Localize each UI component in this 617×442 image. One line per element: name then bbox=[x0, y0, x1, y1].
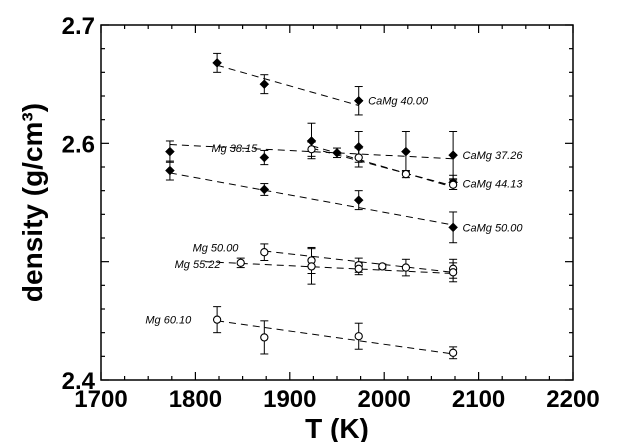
data-markers bbox=[165, 58, 458, 357]
plot-frame bbox=[100, 24, 574, 381]
y-tick-label: 2.6 bbox=[62, 131, 95, 158]
data-point-mg-60-10 bbox=[354, 332, 363, 341]
x-tick-label: 2000 bbox=[358, 386, 411, 413]
data-point-camg-40-00 bbox=[353, 95, 364, 106]
data-point-mg-55-22 bbox=[236, 258, 245, 267]
data-point-camg-37-26 bbox=[401, 146, 411, 157]
data-point-mg-55-22 bbox=[354, 264, 363, 273]
data-point-mg-60-10 bbox=[260, 333, 269, 342]
data-point-camg-37-26 bbox=[165, 146, 175, 157]
data-point-camg-37-26 bbox=[353, 142, 364, 152]
fit-lines bbox=[169, 64, 454, 355]
data-point-camg-44-13 bbox=[332, 147, 342, 158]
data-point-mg-60-10 bbox=[448, 348, 458, 357]
y-axis-title: density (g/cm³) bbox=[17, 103, 48, 302]
data-point-mg-55-22 bbox=[448, 268, 458, 277]
data-point-camg-40-00 bbox=[259, 79, 270, 90]
series-label-camg-37-26: CaMg 37.26 bbox=[463, 150, 524, 162]
tick-labels: 1700 1800 1900 2000 2100 2200 2.4 2.6 2.7 bbox=[62, 13, 600, 413]
series-labels: CaMg 40.00 CaMg 37.26 CaMg 44.13 CaMg 50.00… bbox=[145, 96, 523, 327]
data-point-mg-55-22 bbox=[378, 262, 387, 271]
fit-line-mg-55-22 bbox=[204, 261, 454, 274]
data-point-camg-50-00 bbox=[259, 184, 270, 195]
fit-line-mg-38-15 bbox=[311, 147, 454, 187]
data-point-camg-37-26 bbox=[306, 136, 317, 146]
fit-line-mg-60-10 bbox=[217, 320, 454, 355]
data-point-camg-37-26 bbox=[448, 150, 458, 161]
y-tick-label: 2.7 bbox=[62, 13, 95, 40]
data-point-mg-38-15 bbox=[307, 145, 316, 154]
series-label-mg-55-22: Mg 55.22 bbox=[175, 259, 221, 271]
data-point-mg-38-15 bbox=[354, 153, 363, 162]
data-point-mg-55-22 bbox=[307, 262, 316, 271]
data-point-camg-37-26 bbox=[259, 152, 270, 163]
fit-line-camg-50-00 bbox=[169, 172, 454, 226]
data-point-mg-50-00 bbox=[401, 263, 411, 272]
fit-line-mg-50-00 bbox=[264, 250, 454, 273]
data-point-mg-60-10 bbox=[212, 315, 222, 324]
data-point-camg-50-00 bbox=[448, 222, 458, 233]
x-tick-label: 1900 bbox=[263, 386, 316, 413]
data-point-camg-50-00 bbox=[353, 195, 364, 205]
series-label-mg-50-00: Mg 50.00 bbox=[193, 242, 240, 254]
fit-line-camg-40-00 bbox=[216, 64, 359, 106]
x-tick-label: 1800 bbox=[169, 386, 222, 413]
series-label-camg-44-13: CaMg 44.13 bbox=[463, 179, 524, 191]
data-point-mg-38-15 bbox=[448, 180, 458, 189]
x-tick-label: 2100 bbox=[452, 386, 505, 413]
axis-ticks bbox=[100, 24, 574, 381]
fit-line-camg-44-13 bbox=[311, 145, 454, 188]
x-tick-label: 2200 bbox=[546, 386, 599, 413]
x-axis-title: T (K) bbox=[305, 413, 369, 442]
data-point-camg-40-00 bbox=[212, 58, 222, 68]
data-point-camg-50-00 bbox=[165, 165, 175, 176]
data-point-mg-38-15 bbox=[401, 169, 411, 179]
series-label-mg-60-10: Mg 60.10 bbox=[145, 315, 192, 327]
series-label-mg-38-15: Mg 38.15 bbox=[211, 143, 258, 155]
series-label-camg-50-00: CaMg 50.00 bbox=[463, 222, 524, 234]
y-tick-label: 2.4 bbox=[62, 368, 96, 395]
x-tick-label: 1700 bbox=[74, 386, 127, 413]
series-label-camg-40-00: CaMg 40.00 bbox=[368, 96, 429, 108]
data-point-mg-50-00 bbox=[260, 248, 269, 257]
